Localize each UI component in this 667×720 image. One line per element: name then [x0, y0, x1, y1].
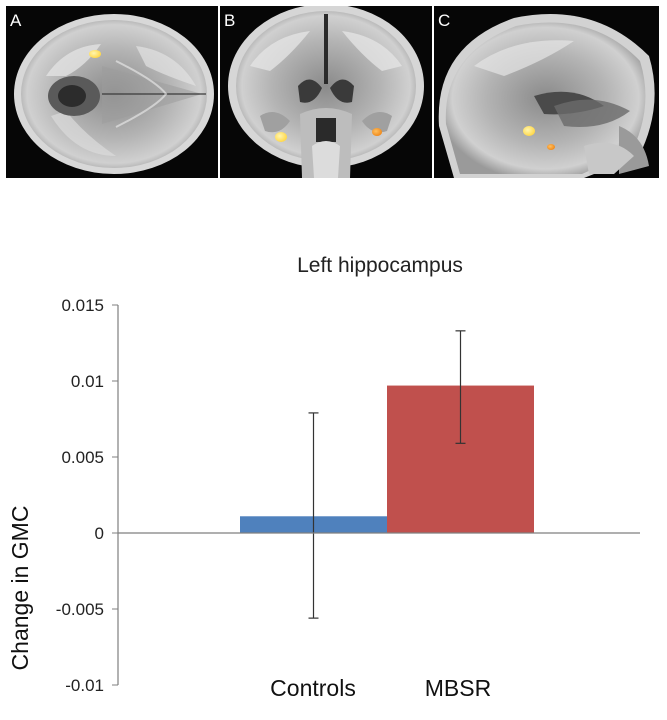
chart-title: Left hippocampus — [297, 254, 463, 277]
panel-letter-c: C — [438, 11, 450, 30]
y-tick-label: -0.005 — [56, 600, 104, 619]
category-label-controls: Controls — [270, 675, 356, 701]
category-label-mbsr: MBSR — [425, 675, 491, 701]
brain-mri-strip: A B C — [6, 6, 659, 178]
y-tick-label: 0.015 — [61, 296, 104, 315]
brain-panel-a: A — [6, 6, 218, 178]
bar-chart: Left hippocampus Change in GMC 0.0150.01… — [7, 254, 640, 701]
bars — [240, 385, 534, 533]
error-bars — [118, 330, 640, 619]
y-tick-label: -0.01 — [65, 676, 104, 695]
y-tick-label: 0 — [95, 524, 104, 543]
brain-panel-b: B — [220, 6, 432, 178]
y-tick-label: 0.01 — [71, 372, 104, 391]
y-tick-label: 0.005 — [61, 448, 104, 467]
panel-letter-a: A — [10, 11, 22, 30]
y-axis-label: Change in GMC — [7, 506, 33, 671]
brain-panel-c: C — [434, 6, 659, 178]
y-axis-ticks: 0.015 0.01 0.005 0 -0.005 -0.01 — [56, 296, 118, 695]
panel-letter-b: B — [224, 11, 235, 30]
x-axis-categories: Controls MBSR — [270, 675, 491, 701]
